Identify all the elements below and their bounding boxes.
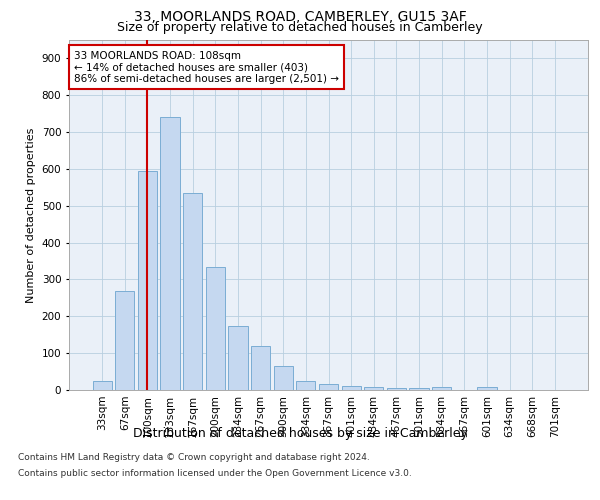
Y-axis label: Number of detached properties: Number of detached properties (26, 128, 36, 302)
Bar (364, 387, 383, 390)
Bar (229, 326, 248, 390)
Text: Distribution of detached houses by size in Camberley: Distribution of detached houses by size … (133, 428, 467, 440)
Text: Contains public sector information licensed under the Open Government Licence v3: Contains public sector information licen… (18, 468, 412, 477)
Bar (206, 266, 225, 390)
Bar (477, 387, 497, 390)
Bar (115, 290, 134, 390)
Bar (341, 386, 361, 390)
Bar (274, 366, 293, 390)
Bar (319, 384, 338, 390)
Bar (138, 171, 157, 390)
Bar (92, 381, 112, 390)
Text: 33, MOORLANDS ROAD, CAMBERLEY, GU15 3AF: 33, MOORLANDS ROAD, CAMBERLEY, GU15 3AF (134, 10, 466, 24)
Bar (387, 388, 406, 390)
Bar (409, 388, 428, 390)
Bar (251, 346, 270, 390)
Bar (296, 381, 316, 390)
Text: Size of property relative to detached houses in Camberley: Size of property relative to detached ho… (117, 21, 483, 34)
Bar (432, 387, 451, 390)
Bar (183, 193, 202, 390)
Text: 33 MOORLANDS ROAD: 108sqm
← 14% of detached houses are smaller (403)
86% of semi: 33 MOORLANDS ROAD: 108sqm ← 14% of detac… (74, 50, 339, 84)
Bar (160, 118, 180, 390)
Text: Contains HM Land Registry data © Crown copyright and database right 2024.: Contains HM Land Registry data © Crown c… (18, 454, 370, 462)
